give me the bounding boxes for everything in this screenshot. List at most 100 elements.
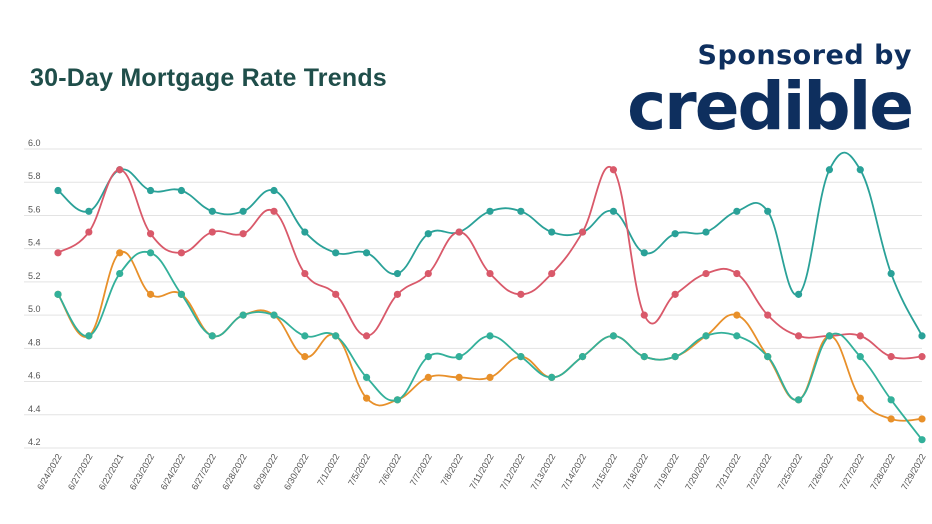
x-tick-label: 6/24/2022	[158, 452, 187, 492]
data-point	[208, 207, 216, 215]
data-point	[702, 332, 710, 340]
data-point	[794, 290, 803, 298]
data-point	[918, 332, 926, 340]
y-tick-label: 4.4	[28, 404, 41, 414]
data-point	[270, 207, 278, 215]
data-point	[733, 207, 741, 215]
data-point	[270, 311, 278, 319]
y-tick-label: 5.8	[28, 171, 41, 181]
data-point	[424, 373, 432, 382]
data-point	[54, 186, 62, 195]
data-point	[362, 373, 371, 382]
data-point	[270, 186, 278, 195]
data-point	[671, 230, 679, 238]
data-point	[486, 207, 494, 215]
x-tick-label: 7/28/2022	[868, 452, 897, 492]
data-point	[85, 207, 93, 215]
data-point	[825, 332, 834, 340]
data-point	[455, 353, 463, 361]
data-point	[702, 228, 710, 236]
data-point	[54, 249, 62, 257]
data-point	[856, 394, 864, 402]
x-tick-label: 7/27/2022	[837, 452, 866, 492]
data-point	[887, 415, 895, 423]
data-point	[856, 353, 864, 361]
data-point	[85, 228, 93, 236]
data-point	[116, 166, 124, 174]
x-tick-label: 7/6/2022	[377, 452, 403, 487]
data-point	[455, 373, 463, 382]
data-point	[609, 166, 618, 174]
data-point	[825, 166, 834, 174]
data-point	[733, 332, 741, 340]
x-tick-label: 7/14/2022	[560, 452, 589, 492]
x-tick-label: 7/22/2022	[745, 452, 774, 492]
data-point	[517, 207, 525, 215]
data-point	[362, 332, 371, 340]
data-point	[548, 373, 556, 382]
data-point	[146, 290, 155, 298]
x-tick-label: 7/20/2022	[683, 452, 712, 492]
data-point	[332, 290, 340, 298]
data-point	[239, 230, 247, 238]
data-point	[424, 269, 432, 278]
data-point	[856, 166, 864, 174]
x-tick-label: 7/7/2022	[408, 452, 434, 487]
data-point	[393, 269, 402, 278]
data-point	[671, 290, 679, 298]
x-tick-label: 6/27/2022	[189, 452, 218, 492]
data-point	[177, 290, 186, 298]
data-point	[301, 332, 309, 340]
data-point	[301, 353, 309, 361]
data-point	[671, 353, 679, 361]
y-axis: 6.0 5.8 5.6 5.4 5.2 5.0 4.8 4.6 4.4 4.2	[28, 138, 41, 447]
y-tick-label: 5.4	[28, 238, 41, 248]
data-point	[794, 396, 803, 404]
series-lines	[57, 151, 923, 441]
data-point	[548, 269, 556, 278]
data-point	[548, 228, 556, 236]
data-point	[887, 396, 895, 404]
x-tick-label: 7/11/2022	[467, 452, 495, 491]
x-tick-label: 6/27/2022	[66, 452, 95, 492]
data-point	[764, 207, 772, 215]
data-point	[301, 269, 309, 278]
x-tick-label: 7/12/2022	[498, 452, 527, 492]
data-point	[54, 290, 62, 298]
y-tick-label: 5.0	[28, 304, 41, 314]
data-point	[332, 249, 340, 257]
data-point	[332, 332, 340, 340]
data-point	[393, 396, 402, 404]
data-point	[208, 228, 216, 236]
data-point	[85, 332, 93, 340]
x-tick-label: 7/18/2022	[621, 452, 650, 492]
x-axis: 6/24/2022 6/27/2022 6/22/2021 6/23/2022 6/24…	[35, 452, 928, 492]
x-tick-label: 7/8/2022	[439, 452, 465, 487]
data-point	[918, 415, 926, 423]
data-point	[733, 269, 741, 278]
x-tick-label: 6/24/2022	[35, 452, 64, 492]
x-tick-label: 6/22/2021	[97, 452, 126, 492]
series-line-1	[57, 151, 923, 337]
data-point	[362, 249, 371, 257]
data-point	[208, 332, 216, 340]
data-point	[887, 353, 895, 361]
data-point	[116, 249, 124, 257]
data-point	[609, 207, 618, 215]
data-point	[486, 269, 494, 278]
x-tick-label: 6/23/2022	[128, 452, 157, 492]
x-tick-label: 7/19/2022	[652, 452, 681, 492]
data-point	[177, 249, 186, 257]
data-point	[424, 230, 432, 238]
data-point	[517, 290, 525, 298]
brand-logo: credible	[627, 68, 914, 145]
x-tick-label: 7/15/2022	[590, 452, 619, 492]
x-tick-label: 7/29/2022	[899, 452, 928, 492]
data-point	[239, 311, 247, 319]
series-line-4	[57, 250, 923, 441]
x-tick-label: 6/29/2022	[251, 452, 280, 492]
data-point	[517, 353, 525, 361]
x-tick-label: 7/25/2022	[776, 452, 805, 492]
y-tick-label: 4.6	[28, 371, 41, 381]
